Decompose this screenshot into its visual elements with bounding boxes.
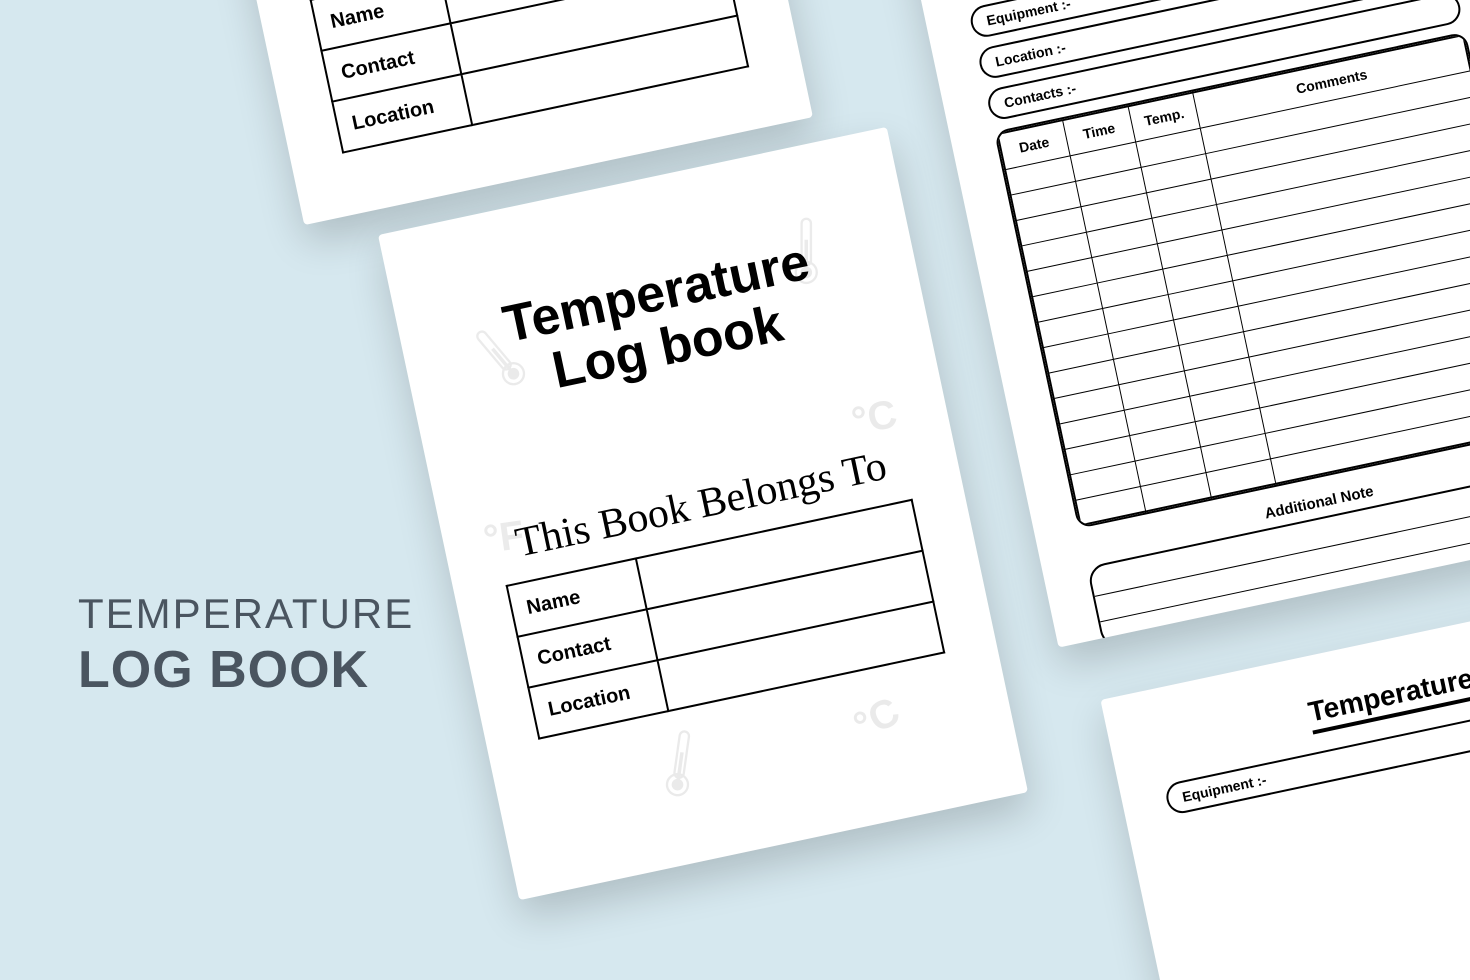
page-partial-log-bottom-right: Temperature Equipment :- bbox=[1100, 581, 1470, 980]
pages-stage: Name Contact Location Temperature Log Bo… bbox=[139, 0, 1470, 980]
thermometer-icon bbox=[771, 216, 841, 291]
page-log: Temperature Log Book Equipment :- Temp. … bbox=[905, 0, 1470, 648]
thermometer-icon bbox=[640, 724, 720, 808]
celsius-icon: °C bbox=[847, 689, 907, 749]
celsius-icon: °C bbox=[848, 392, 901, 445]
page-cover: °F °C °C Temperature Log book This Book … bbox=[378, 127, 1028, 900]
owner-table: Name Contact Location bbox=[309, 0, 749, 154]
fahrenheit-icon: °F bbox=[481, 513, 527, 563]
